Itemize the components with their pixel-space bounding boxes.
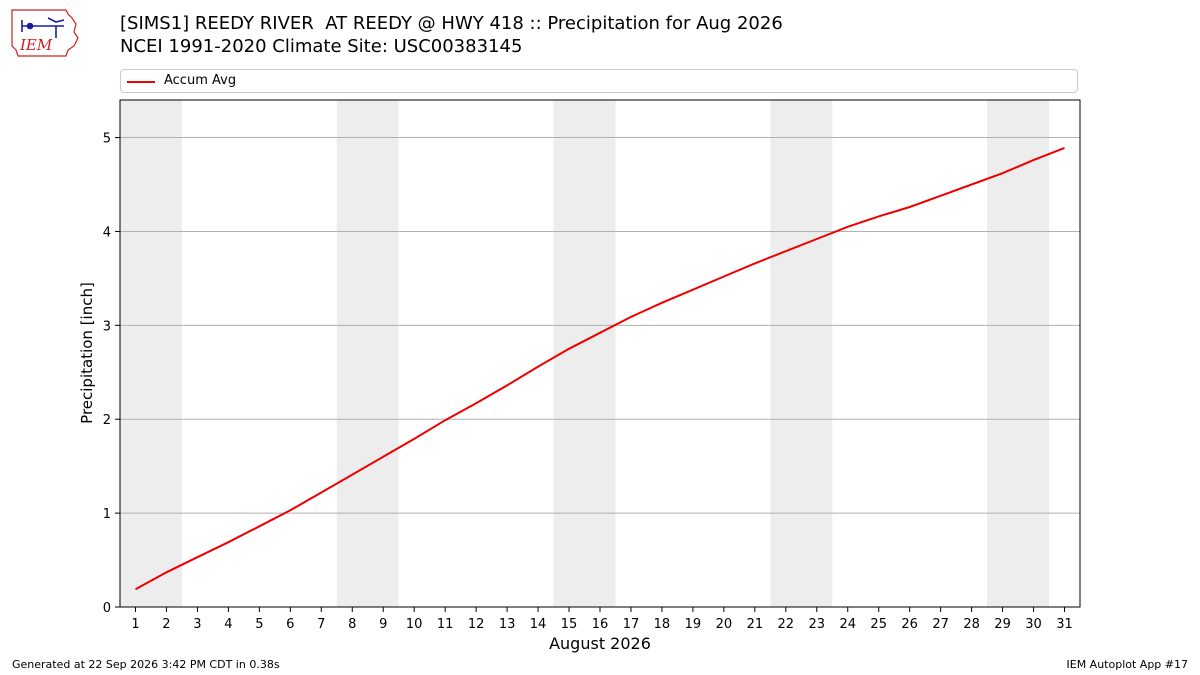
series-line-accum-avg (135, 146, 1065, 591)
weekend-band-3 (553, 100, 616, 607)
x-tick-label-11: 11 (437, 617, 454, 632)
iem-logo: IEM (11, 9, 79, 57)
x-axis-label: August 2026 (549, 634, 651, 653)
legend: Accum Avg (120, 69, 1078, 93)
x-tick-label-1: 1 (131, 617, 139, 632)
x-tick-label-27: 27 (932, 617, 949, 632)
x-tick-label-7: 7 (317, 617, 325, 632)
x-tick-label-6: 6 (286, 617, 294, 632)
x-tick-label-2: 2 (162, 617, 170, 632)
weekend-band-1 (120, 100, 182, 607)
x-tick-label-28: 28 (963, 617, 980, 632)
x-tick-label-25: 25 (870, 617, 887, 632)
x-tick-label-29: 29 (994, 617, 1011, 632)
x-tick-label-18: 18 (654, 617, 671, 632)
x-tick-label-9: 9 (379, 617, 387, 632)
weekend-bands (120, 100, 1050, 607)
weekend-band-4 (770, 100, 833, 607)
series-lines (135, 146, 1065, 591)
x-tick-label-10: 10 (406, 617, 423, 632)
y-tick-label-4: 4 (103, 225, 111, 240)
x-tick-label-19: 19 (685, 617, 702, 632)
app-label: IEM Autoplot App #17 (1066, 658, 1189, 671)
x-tick-label-24: 24 (839, 617, 856, 632)
chart-title: [SIMS1] REEDY RIVER AT REEDY @ HWY 418 :… (120, 12, 783, 58)
title-line-2: NCEI 1991-2020 Climate Site: USC00383145 (120, 36, 523, 57)
x-axis: 1 2 3 4 5 6 7 8 9 10 11 12 13 14 15 16 17 18 19 20 21 22 23 24 2… (131, 607, 1073, 632)
weekend-band-2 (336, 100, 399, 607)
generated-timestamp: Generated at 22 Sep 2026 3:42 PM CDT in … (12, 658, 280, 671)
x-tick-label-12: 12 (468, 617, 485, 632)
x-tick-label-30: 30 (1025, 617, 1042, 632)
legend-label-accum-avg: Accum Avg (164, 73, 237, 88)
x-tick-label-23: 23 (809, 617, 826, 632)
y-tick-label-0: 0 (103, 601, 111, 616)
x-tick-label-31: 31 (1056, 617, 1073, 632)
y-tick-label-5: 5 (103, 132, 111, 147)
weather-station-icon (21, 17, 65, 38)
iowa-state-outline (11, 9, 79, 57)
x-tick-label-26: 26 (901, 617, 918, 632)
y-tick-label-1: 1 (103, 507, 111, 522)
x-tick-label-21: 21 (747, 617, 764, 632)
weekend-band-5 (987, 100, 1050, 607)
x-tick-label-14: 14 (530, 617, 547, 632)
x-tick-label-3: 3 (193, 617, 201, 632)
grid-lines (120, 137, 1080, 514)
x-tick-label-15: 15 (561, 617, 578, 632)
legend-swatch-accum-avg (127, 81, 155, 83)
title-line-1: [SIMS1] REEDY RIVER AT REEDY @ HWY 418 :… (120, 13, 783, 34)
y-axis-label: Precipitation [inch] (78, 282, 96, 424)
x-tick-label-16: 16 (592, 617, 609, 632)
logo-text: IEM (19, 36, 53, 54)
y-tick-label-3: 3 (103, 319, 111, 334)
y-axis: 0 1 2 3 4 5 (103, 132, 120, 616)
x-tick-label-4: 4 (224, 617, 232, 632)
x-tick-label-5: 5 (255, 617, 263, 632)
x-tick-label-8: 8 (348, 617, 356, 632)
x-tick-label-22: 22 (778, 617, 795, 632)
x-tick-label-17: 17 (623, 617, 640, 632)
x-tick-label-20: 20 (716, 617, 733, 632)
x-tick-label-13: 13 (499, 617, 516, 632)
y-tick-label-2: 2 (103, 413, 111, 428)
